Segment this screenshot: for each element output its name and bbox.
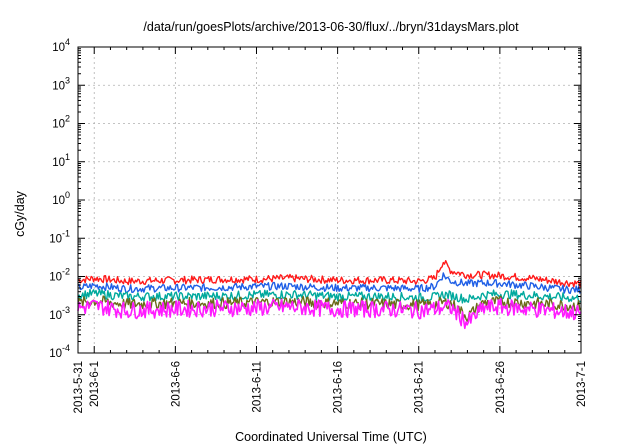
series-line — [77, 272, 582, 294]
x-tick-label: 2013-7-1 — [576, 361, 588, 407]
y-tick-label: 10-4 — [49, 343, 70, 360]
plot-frame — [77, 46, 582, 354]
x-tick-label: 2013-5-31 — [73, 361, 85, 413]
chart-title: /data/run/goesPlots/archive/2013-06-30/f… — [143, 20, 519, 34]
y-tick-label: 101 — [52, 152, 70, 169]
x-axis-title: Coordinated Universal Time (UTC) — [235, 430, 427, 444]
series-line — [77, 260, 582, 288]
x-tick-label: 2013-6-1 — [89, 361, 101, 407]
series-line — [77, 288, 582, 304]
y-tick-label: 10-3 — [49, 305, 70, 322]
y-tick-label: 100 — [52, 190, 70, 207]
y-tick-label: 10-2 — [49, 267, 70, 284]
x-tick-label: 2013-6-26 — [495, 361, 507, 413]
x-tick-label: 2013-6-11 — [251, 361, 263, 413]
y-tick-label: 103 — [52, 75, 70, 92]
axes: 10-4 10-3 10-2 10-1 100 101 102 103 104 2013-5-31… — [49, 37, 588, 413]
x-tick-label: 2013-6-16 — [333, 361, 345, 413]
y-tick-label: 102 — [52, 114, 70, 131]
y-tick-label: 104 — [52, 37, 70, 54]
y-axis-title: cGy/day — [13, 190, 27, 237]
y-tick-label: 10-1 — [49, 228, 70, 245]
series-layer — [77, 260, 582, 330]
x-tick-label: 2013-6-21 — [414, 361, 426, 413]
series-line — [77, 297, 582, 330]
x-tick-label: 2013-6-6 — [170, 361, 182, 407]
